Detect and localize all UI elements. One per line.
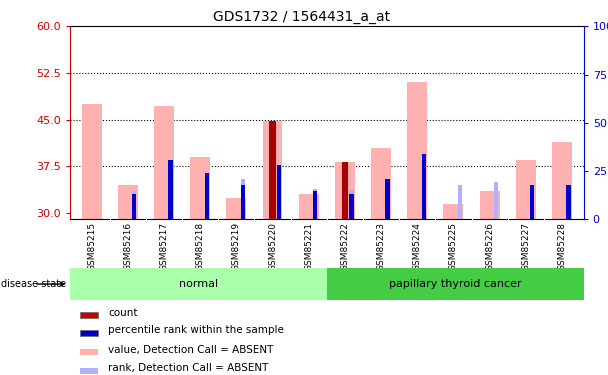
Bar	[313, 189, 317, 219]
Bar	[269, 121, 276, 219]
Text: normal: normal	[179, 279, 218, 289]
Bar	[480, 191, 500, 219]
Bar	[566, 185, 571, 219]
Bar	[204, 172, 209, 219]
Bar	[458, 185, 462, 219]
Text: GSM85225: GSM85225	[449, 222, 458, 271]
Bar	[241, 185, 245, 219]
Text: rank, Detection Call = ABSENT: rank, Detection Call = ABSENT	[108, 363, 269, 373]
Text: GSM85227: GSM85227	[521, 222, 530, 271]
Bar	[168, 160, 173, 219]
Text: GSM85224: GSM85224	[413, 222, 422, 271]
Text: GSM85217: GSM85217	[159, 222, 168, 271]
Text: GSM85228: GSM85228	[558, 222, 567, 271]
Bar	[421, 154, 426, 219]
Bar	[530, 185, 534, 219]
Text: GSM85218: GSM85218	[196, 222, 205, 271]
Bar	[80, 330, 98, 336]
Bar	[241, 179, 245, 219]
Text: GSM85215: GSM85215	[87, 222, 96, 271]
Bar	[226, 198, 246, 219]
Bar	[385, 179, 390, 219]
Bar	[443, 204, 463, 219]
Bar	[349, 189, 354, 219]
Bar	[80, 350, 98, 355]
Text: GSM85222: GSM85222	[340, 222, 350, 271]
Bar	[132, 191, 136, 219]
Bar	[349, 195, 354, 219]
Bar	[342, 162, 348, 219]
Bar	[371, 148, 391, 219]
Title: GDS1732 / 1564431_a_at: GDS1732 / 1564431_a_at	[213, 10, 390, 24]
Bar	[81, 104, 102, 219]
Text: count: count	[108, 308, 138, 318]
Text: GSM85220: GSM85220	[268, 222, 277, 271]
Bar	[313, 191, 317, 219]
Bar	[566, 185, 571, 219]
Bar	[335, 162, 355, 219]
Text: GSM85221: GSM85221	[304, 222, 313, 271]
Bar	[552, 141, 572, 219]
Text: GSM85219: GSM85219	[232, 222, 241, 271]
Bar	[299, 195, 319, 219]
Text: value, Detection Call = ABSENT: value, Detection Call = ABSENT	[108, 345, 274, 355]
Bar	[277, 165, 282, 219]
Bar	[263, 121, 283, 219]
Bar	[118, 185, 138, 219]
Bar	[327, 268, 584, 300]
Text: disease state: disease state	[1, 279, 66, 289]
Bar	[154, 106, 174, 219]
Text: GSM85223: GSM85223	[376, 222, 385, 271]
Bar	[80, 312, 98, 318]
Bar	[516, 160, 536, 219]
Text: GSM85226: GSM85226	[485, 222, 494, 271]
Text: GSM85216: GSM85216	[123, 222, 133, 271]
Text: percentile rank within the sample: percentile rank within the sample	[108, 326, 285, 336]
Bar	[190, 157, 210, 219]
Bar	[132, 195, 136, 219]
Bar	[407, 82, 427, 219]
Bar	[494, 182, 499, 219]
Text: papillary thyroid cancer: papillary thyroid cancer	[389, 279, 522, 289]
Bar	[70, 268, 327, 300]
Bar	[80, 368, 98, 374]
